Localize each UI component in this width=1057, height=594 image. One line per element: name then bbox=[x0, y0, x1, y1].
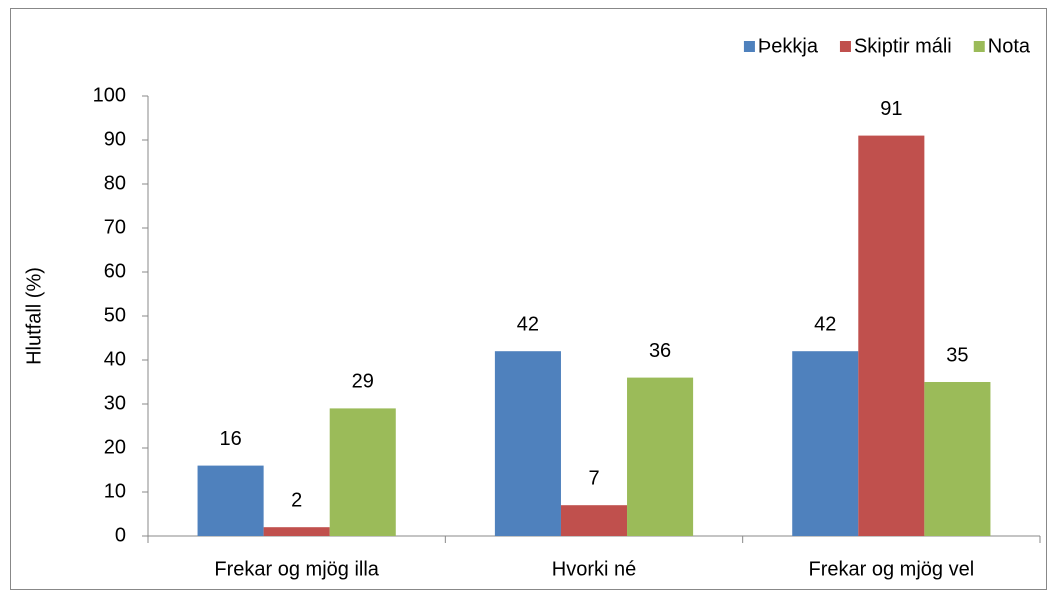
data-label: 16 bbox=[219, 428, 241, 450]
bar bbox=[924, 382, 991, 536]
legend-swatch bbox=[839, 41, 851, 52]
legend-label: Nota bbox=[988, 35, 1031, 57]
y-tick-label: 60 bbox=[104, 260, 126, 282]
legend-label: Þekkja bbox=[758, 35, 819, 57]
y-tick-label: 50 bbox=[104, 304, 126, 326]
bar bbox=[792, 351, 859, 536]
y-tick-label: 20 bbox=[104, 436, 126, 458]
data-label: 29 bbox=[352, 371, 374, 393]
y-axis-label: Hlutfall (%) bbox=[23, 267, 45, 365]
x-tick-label: Frekar og mjög vel bbox=[809, 558, 975, 580]
bar bbox=[329, 408, 396, 536]
bar bbox=[627, 377, 694, 536]
bar bbox=[494, 351, 561, 536]
legend-label: Skiptir máli bbox=[854, 35, 952, 57]
y-tick-label: 10 bbox=[104, 480, 126, 502]
x-tick-label: Frekar og mjög illa bbox=[214, 558, 379, 580]
data-label: 36 bbox=[649, 340, 671, 362]
y-tick-label: 0 bbox=[115, 524, 126, 546]
y-tick-label: 90 bbox=[104, 128, 126, 150]
data-label: 35 bbox=[946, 344, 968, 366]
y-tick-label: 40 bbox=[104, 348, 126, 370]
data-label: 7 bbox=[588, 467, 599, 489]
y-tick-label: 100 bbox=[93, 84, 126, 106]
legend-swatch bbox=[743, 41, 755, 52]
data-label: 91 bbox=[880, 98, 902, 120]
y-tick-label: 70 bbox=[104, 216, 126, 238]
bar bbox=[263, 527, 330, 536]
data-label: 42 bbox=[814, 313, 836, 335]
y-tick-label: 30 bbox=[104, 392, 126, 414]
bar bbox=[560, 505, 628, 536]
x-tick-label: Hvorki né bbox=[552, 558, 636, 580]
legend-swatch bbox=[973, 41, 985, 52]
bar bbox=[197, 465, 264, 536]
data-label: 42 bbox=[517, 313, 539, 335]
data-label: 2 bbox=[291, 489, 302, 511]
bar bbox=[858, 135, 925, 536]
y-tick-label: 80 bbox=[104, 172, 126, 194]
